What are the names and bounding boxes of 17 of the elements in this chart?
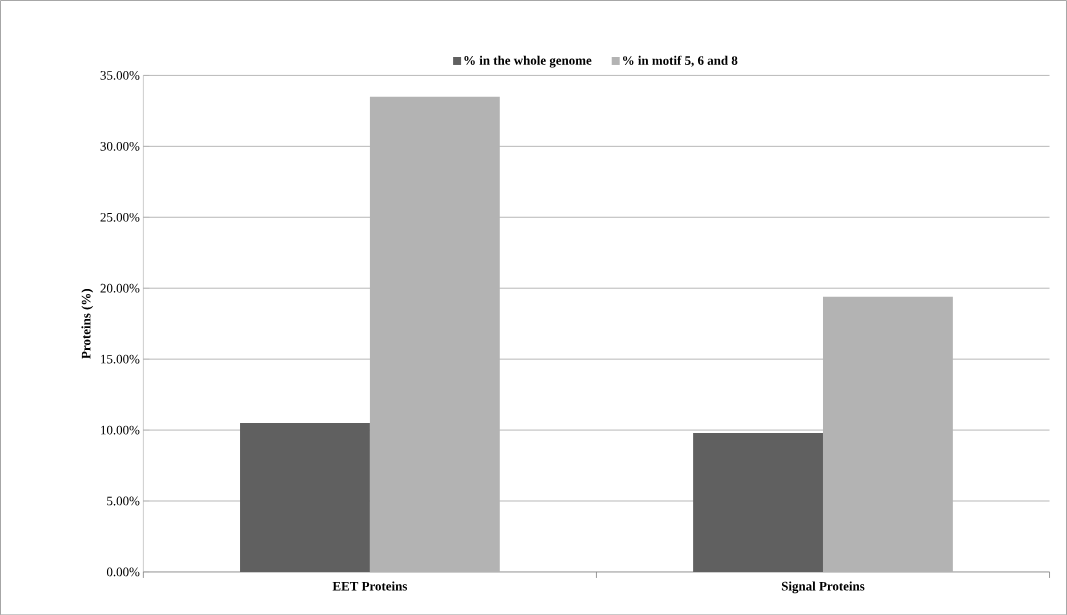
y-tick-label: 25.00%: [100, 212, 140, 222]
bar: [369, 96, 500, 572]
y-tick-label: 5.00%: [107, 496, 140, 506]
legend-label: % in the whole genome: [464, 55, 592, 68]
bar: [693, 432, 823, 572]
y-tick-label: 30.00%: [100, 141, 140, 151]
x-tick-label: Signal Proteins: [781, 581, 865, 594]
y-tick-label: 35.00%: [100, 70, 140, 80]
y-tick-label: 15.00%: [101, 354, 140, 364]
y-tick-label: 20.00%: [100, 283, 140, 293]
y-tick-label: 0.00%: [106, 567, 140, 577]
y-axis-title: Proteins (%): [81, 288, 94, 359]
x-tick-label: EET Proteins: [332, 581, 408, 591]
legend-label: % in motif 5, 6 and 8: [623, 55, 738, 67]
bar: [240, 422, 370, 572]
bar: [822, 296, 953, 572]
y-tick-label: 10.00%: [101, 425, 140, 435]
